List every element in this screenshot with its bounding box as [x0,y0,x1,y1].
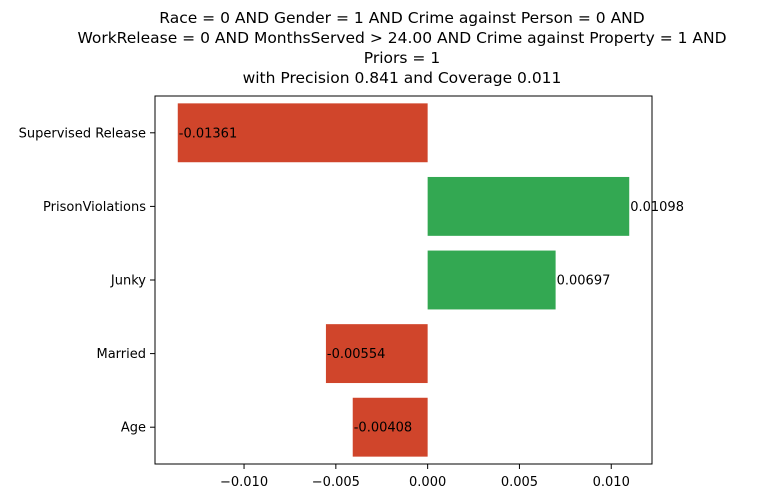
bar [325,324,428,384]
x-tick-label: −0.005 [312,475,360,490]
x-tick-label: 0.000 [409,475,446,490]
title-line-4: with Precision 0.841 and Coverage 0.011 [242,69,562,87]
x-tick-label: 0.010 [593,475,630,490]
bar [177,103,428,163]
data-label: -0.00554 [327,347,385,362]
bars-layer: -0.01361 0.01098 0.00697 -0.00554 -0.00408 [177,103,684,457]
y-tick-label: Junky [110,274,146,289]
y-tick-label: Supervised Release [19,126,146,141]
y-tick-label: Married [96,347,146,362]
x-axis: −0.010 −0.005 0.000 0.005 0.010 [220,464,630,490]
title-line-2: WorkRelease = 0 AND MonthsServed > 24.00… [77,29,727,47]
bar [427,250,556,310]
data-label: 0.01098 [630,200,684,215]
title-line-1: Race = 0 AND Gender = 1 AND Crime agains… [159,9,645,27]
y-tick-label: PrisonViolations [43,200,146,215]
data-label: -0.01361 [179,126,237,141]
x-tick-label: 0.005 [501,475,538,490]
y-axis: Supervised Release PrisonViolations Junky M… [19,126,155,436]
bar [352,397,428,457]
y-tick-label: Age [121,421,146,436]
chart-title: Race = 0 AND Gender = 1 AND Crime agains… [20,8,764,88]
data-label: -0.00408 [354,421,412,436]
x-tick-label: −0.010 [220,475,268,490]
data-label: 0.00697 [557,274,611,289]
title-line-3: Priors = 1 [363,49,441,67]
bar [427,176,630,236]
